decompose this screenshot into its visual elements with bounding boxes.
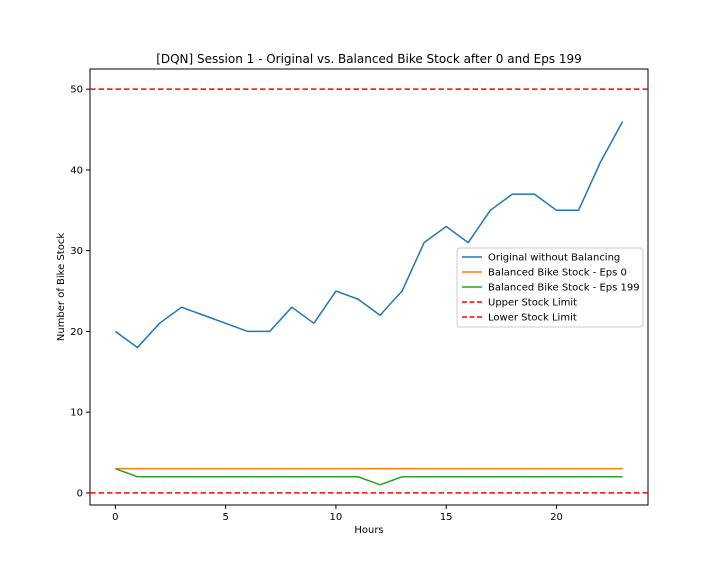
y-tick-label: 0 bbox=[77, 488, 83, 499]
series-line-3 bbox=[115, 467, 623, 486]
plot-frame bbox=[89, 68, 649, 506]
x-axis-title: Hours bbox=[354, 525, 383, 536]
x-tick-label: 0 bbox=[112, 512, 118, 523]
x-tick-label: 20 bbox=[550, 512, 563, 523]
plot-area: 0 5 10 15 20 0 10 20 30 40 50 bbox=[70, 68, 649, 523]
x-tick-label: 15 bbox=[440, 512, 453, 523]
legend-label-3: Balanced Bike Stock - Eps 199 bbox=[488, 283, 640, 294]
y-axis-title: Number of Bike Stock bbox=[56, 233, 67, 341]
legend-box bbox=[456, 247, 644, 328]
legend-label-5: Lower Stock Limit bbox=[488, 313, 577, 324]
legend-label-1: Original without Balancing bbox=[488, 253, 620, 264]
series-line-1 bbox=[114, 121, 624, 349]
legend: Original without Balancing Balanced Bike … bbox=[456, 247, 644, 328]
y-tick-label: 30 bbox=[70, 246, 83, 257]
x-tick-label: 5 bbox=[222, 512, 228, 523]
chart-title: [DQN] Session 1 - Original vs. Balanced … bbox=[156, 52, 582, 66]
y-tick-label: 20 bbox=[70, 327, 83, 338]
legend-label-2: Balanced Bike Stock - Eps 0 bbox=[488, 268, 627, 279]
x-tick-label: 10 bbox=[330, 512, 343, 523]
y-tick-label: 10 bbox=[70, 408, 83, 419]
y-tick-label: 40 bbox=[70, 165, 83, 176]
legend-label-4: Upper Stock Limit bbox=[488, 298, 577, 309]
y-tick-label: 50 bbox=[70, 85, 83, 96]
